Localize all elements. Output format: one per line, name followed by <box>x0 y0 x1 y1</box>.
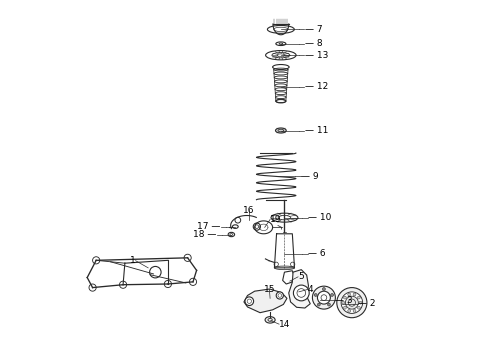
Text: 14: 14 <box>279 320 291 329</box>
Text: — 2: — 2 <box>358 299 376 308</box>
Text: — 9: — 9 <box>301 172 318 181</box>
Circle shape <box>331 293 334 296</box>
Text: 16: 16 <box>243 206 254 215</box>
Circle shape <box>164 280 171 288</box>
Text: 18 —: 18 — <box>193 230 217 239</box>
Circle shape <box>342 301 344 304</box>
Circle shape <box>353 309 356 312</box>
Text: — 7: — 7 <box>304 25 322 34</box>
Circle shape <box>341 292 363 314</box>
Circle shape <box>313 286 335 309</box>
Text: 1: 1 <box>130 256 136 265</box>
Polygon shape <box>289 270 310 308</box>
Circle shape <box>276 292 283 299</box>
Circle shape <box>318 303 320 306</box>
Text: 5: 5 <box>298 272 304 281</box>
Circle shape <box>357 296 360 299</box>
Circle shape <box>190 278 196 285</box>
Text: 19: 19 <box>270 215 282 224</box>
Circle shape <box>322 288 325 291</box>
Circle shape <box>294 285 309 301</box>
Circle shape <box>93 257 100 264</box>
Circle shape <box>327 303 330 306</box>
Text: — 11: — 11 <box>304 126 328 135</box>
Circle shape <box>348 309 351 312</box>
Circle shape <box>345 296 358 309</box>
Circle shape <box>149 266 161 278</box>
Text: — 6: — 6 <box>308 249 326 258</box>
Circle shape <box>359 301 362 304</box>
Circle shape <box>343 306 346 309</box>
Circle shape <box>337 288 367 318</box>
Circle shape <box>89 284 96 291</box>
Circle shape <box>357 306 360 309</box>
Circle shape <box>318 291 330 304</box>
Text: — 10: — 10 <box>308 213 332 222</box>
Circle shape <box>343 296 346 299</box>
Circle shape <box>245 297 254 306</box>
Text: — 13: — 13 <box>304 51 328 60</box>
Circle shape <box>348 293 351 296</box>
Circle shape <box>184 254 191 261</box>
Text: — 8: — 8 <box>304 39 322 48</box>
Circle shape <box>314 293 317 296</box>
Text: — 3: — 3 <box>335 296 353 305</box>
Text: 4: 4 <box>308 285 314 294</box>
Circle shape <box>353 293 356 296</box>
Text: 15: 15 <box>264 285 275 294</box>
Text: — 12: — 12 <box>304 82 328 91</box>
Text: 17 —: 17 — <box>197 222 220 231</box>
Polygon shape <box>283 271 294 284</box>
Circle shape <box>120 281 126 288</box>
Ellipse shape <box>265 317 275 323</box>
Polygon shape <box>244 289 287 313</box>
